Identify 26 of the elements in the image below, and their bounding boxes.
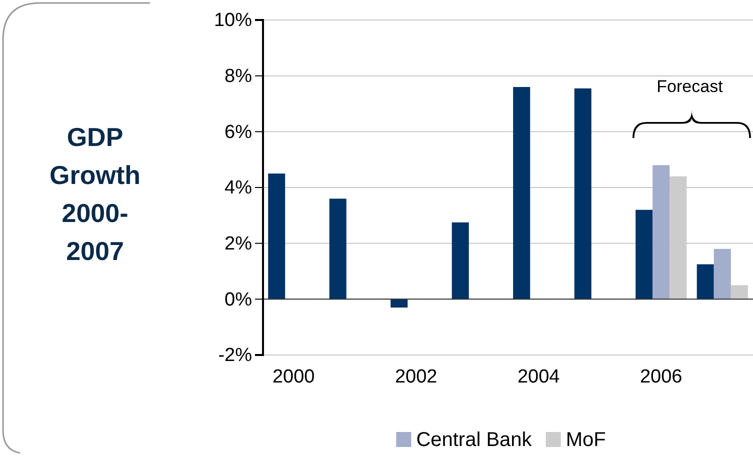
bar — [390, 299, 408, 308]
x-tick-label: 2004 — [517, 366, 560, 388]
y-tick-label: 4% — [224, 178, 252, 199]
bar — [714, 248, 731, 300]
annotation: Forecast — [656, 77, 724, 96]
y-tick-label: 8% — [224, 66, 252, 87]
y-tick-label: -2% — [218, 345, 252, 366]
bar — [329, 198, 346, 300]
y-tick-label: 0% — [224, 289, 252, 310]
y-tick-label: 10% — [214, 10, 252, 32]
legend-label: Central Bank — [416, 429, 533, 451]
bar — [268, 174, 286, 300]
bar — [513, 87, 530, 300]
bar — [574, 88, 592, 300]
legend-label: MoF — [566, 429, 606, 451]
y-tick-label: 6% — [224, 122, 252, 143]
x-tick-label: 2002 — [394, 366, 438, 388]
x-tick-label: 2000 — [272, 366, 315, 388]
x-tick-label: 2006 — [640, 366, 682, 388]
bar — [636, 210, 653, 300]
bar — [452, 222, 469, 300]
text: GDP Growth 2000-2007 — [50, 122, 140, 266]
y-tick-label: 2% — [224, 233, 252, 254]
bar — [696, 264, 714, 300]
bar — [730, 285, 748, 300]
bar — [652, 165, 670, 300]
